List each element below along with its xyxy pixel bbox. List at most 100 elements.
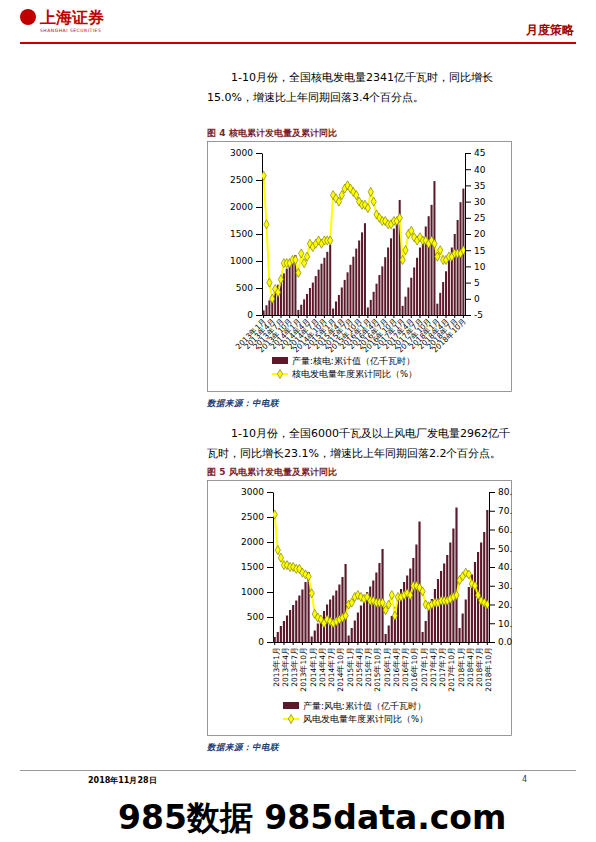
bar — [458, 628, 460, 642]
x-tick: 2015年4月 — [355, 642, 364, 687]
x-tick-label: 2013年10月 — [299, 647, 308, 692]
bar — [289, 610, 291, 642]
x-tick-label: 2018年10月 — [484, 647, 493, 692]
bar — [431, 205, 433, 315]
y-tick: 3000 — [230, 148, 262, 158]
marker — [275, 546, 280, 555]
bar — [428, 610, 430, 643]
marker — [380, 598, 385, 607]
x-axis-line — [274, 642, 490, 643]
bar — [442, 282, 444, 315]
y2-tick-label: 15 — [474, 246, 485, 256]
y2-tick: 20 — [465, 229, 486, 239]
bar — [418, 522, 420, 643]
y2-axis: -5051015202530354045 — [465, 148, 486, 320]
bar — [437, 579, 439, 642]
x-tick-mark — [274, 642, 275, 645]
footer-date: 2018年11月28日 — [88, 775, 157, 786]
marker — [438, 246, 443, 255]
x-tick-label: 2013年4月 — [281, 647, 290, 687]
x-tick-mark — [402, 315, 403, 318]
x-tick: 2015年7月 — [364, 642, 373, 687]
y2-tick-mark — [489, 623, 495, 624]
bar — [422, 237, 424, 315]
marker — [343, 611, 348, 620]
marker — [392, 611, 397, 620]
y2-tick-mark — [489, 511, 495, 512]
x-tick-label: 2018年10月 — [430, 316, 468, 354]
x-tick-mark — [367, 642, 368, 645]
bar — [348, 636, 350, 643]
paragraph: 1-10月份，全国6000千瓦及以上风电厂发电量2962亿千瓦时，同比增长23.… — [207, 424, 513, 464]
x-tick-mark — [350, 315, 351, 318]
y2-tick: 80.0 — [489, 487, 512, 497]
x-tick: 2017年10月 — [447, 642, 456, 692]
bar — [483, 532, 485, 642]
marker — [275, 288, 280, 297]
bar — [465, 600, 467, 643]
bar — [381, 266, 383, 315]
legend-key — [283, 702, 299, 709]
y-tick-mark — [256, 261, 262, 262]
x-axis-line — [263, 315, 466, 316]
y2-tick: 35 — [465, 181, 485, 191]
x-tick-mark — [367, 315, 368, 318]
bar — [274, 637, 276, 642]
y-tick: 2000 — [241, 537, 273, 547]
y2-tick-label: 40 — [474, 165, 486, 175]
bar — [393, 229, 395, 315]
y-tick-label: 0 — [258, 637, 264, 647]
bar — [384, 257, 386, 315]
marker — [328, 236, 333, 245]
x-tick-label: 2015年1月 — [346, 647, 355, 687]
bar — [413, 267, 415, 315]
bar — [341, 287, 343, 315]
marker — [278, 553, 283, 562]
bar — [364, 223, 366, 315]
bar — [351, 628, 353, 642]
bar — [297, 310, 299, 315]
legend-label: 风电发电量年度累计同比（%） — [303, 714, 428, 724]
chart-frame — [208, 481, 512, 736]
x-tick-label: 2013年1月 — [272, 647, 281, 687]
x-tick-mark — [324, 315, 325, 318]
bar — [289, 264, 291, 315]
x-tick-label: 2017年10月 — [447, 647, 456, 692]
bar — [390, 238, 392, 315]
bar — [298, 596, 300, 643]
marker — [454, 591, 459, 600]
x-tick: 2014年1月 — [309, 642, 318, 687]
bar — [315, 276, 317, 315]
y-tick: 3000 — [241, 487, 273, 497]
y2-tick-mark — [465, 299, 471, 300]
y-tick-mark — [267, 517, 273, 518]
y-tick: 0 — [258, 637, 273, 647]
marker — [309, 589, 314, 598]
y-axis: 050010001500200025003000 — [241, 487, 273, 647]
legend-label: 产量:风电:累计值（亿千瓦时） — [303, 701, 426, 711]
bar — [480, 543, 482, 643]
x-tick-mark — [359, 315, 360, 318]
bar — [311, 637, 313, 643]
y2-tick-mark — [465, 218, 471, 219]
x-tick: 2017年1月 — [420, 642, 429, 687]
marker — [403, 246, 408, 255]
x-tick-label: 2016年7月 — [401, 647, 410, 687]
marker — [371, 197, 376, 206]
y2-tick-label: -5 — [474, 310, 483, 320]
legend: 产量:核电:累计值（亿千瓦时）核电发电量年度累计同比（%） — [272, 356, 417, 379]
x-tick-mark — [459, 642, 460, 645]
legend-marker — [288, 714, 293, 723]
x-tick-mark — [333, 315, 334, 318]
y-tick-label: 2500 — [230, 175, 253, 185]
x-tick-label: 2014年4月 — [318, 647, 327, 687]
bar — [381, 549, 383, 642]
marker — [267, 278, 272, 287]
y-tick-mark — [267, 492, 273, 493]
y2-tick: 70.0 — [489, 506, 512, 516]
x-tick-mark — [385, 642, 386, 645]
x-tick-label: 2017年1月 — [420, 647, 429, 687]
y-tick-label: 0 — [247, 310, 253, 320]
x-tick: 2018年10月 — [430, 315, 468, 354]
bar — [370, 300, 372, 315]
